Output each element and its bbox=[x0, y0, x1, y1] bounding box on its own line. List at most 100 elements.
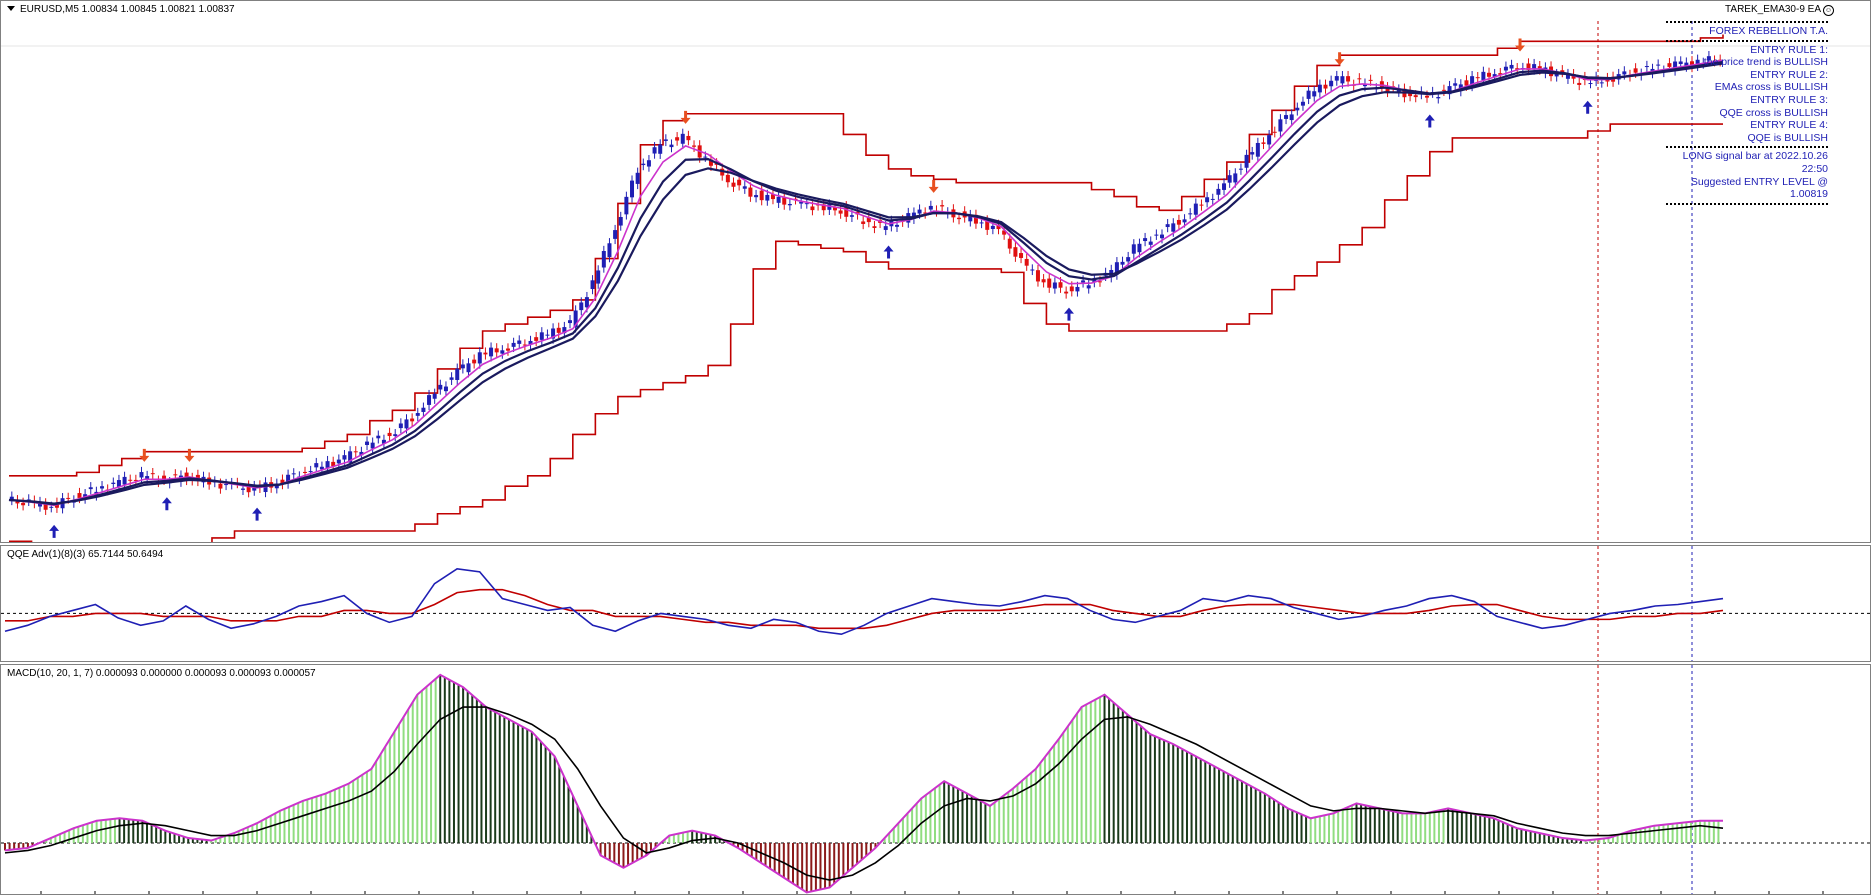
candle-body bbox=[1385, 87, 1390, 92]
qqe-fast-line bbox=[4, 568, 1724, 636]
candle-body bbox=[319, 466, 324, 470]
candle-body bbox=[511, 342, 516, 347]
candle-body bbox=[776, 196, 781, 203]
candle-body bbox=[1210, 198, 1215, 200]
candle-body bbox=[810, 206, 815, 211]
candle-body bbox=[641, 163, 646, 166]
signal-text: LONG signal bar at 2022.10.26 22:50 bbox=[1682, 150, 1828, 175]
candle-body bbox=[173, 474, 178, 476]
price-chart-pane[interactable]: EURUSD,M5 1.00834 1.00845 1.00821 1.0083… bbox=[0, 0, 1871, 543]
candle-body bbox=[1199, 204, 1204, 206]
buy-arrow-icon bbox=[161, 497, 172, 511]
candle-body bbox=[663, 139, 668, 141]
candle-body bbox=[1644, 66, 1649, 68]
buy-arrow-icon bbox=[883, 245, 894, 259]
candle-body bbox=[799, 201, 804, 204]
candle-body bbox=[979, 222, 984, 224]
candle-body bbox=[432, 393, 437, 399]
candle-body bbox=[1148, 241, 1153, 245]
candle-body bbox=[111, 482, 116, 484]
candle-body bbox=[895, 224, 900, 227]
candle-body bbox=[990, 225, 995, 230]
candle-body bbox=[1481, 71, 1486, 81]
candle-body bbox=[184, 472, 189, 480]
candle-body bbox=[646, 160, 651, 167]
candle-body bbox=[150, 473, 155, 475]
candle-body bbox=[770, 194, 775, 200]
candle-body bbox=[1684, 62, 1689, 67]
candle-body bbox=[1289, 114, 1294, 121]
candle-body bbox=[1464, 80, 1469, 86]
candle-body bbox=[308, 471, 313, 473]
expert-advisor-label[interactable]: TAREK_EMA30-9 EA ☺ bbox=[1725, 4, 1834, 16]
candle-body bbox=[1346, 76, 1351, 82]
candle-body bbox=[472, 359, 477, 364]
sell-arrow-icon bbox=[139, 448, 150, 462]
candle-body bbox=[162, 475, 167, 480]
candle-body bbox=[573, 310, 578, 328]
candle-body bbox=[1357, 78, 1362, 80]
macd-chart-svg bbox=[1, 665, 1870, 894]
info-panel: FOREX REBELLION T.A. ENTRY RULE 1: the pr… bbox=[1666, 19, 1828, 207]
candle-body bbox=[365, 441, 370, 445]
candle-body bbox=[477, 352, 482, 364]
candle-body bbox=[1475, 77, 1480, 79]
macd-line bbox=[4, 673, 1723, 894]
candle-body bbox=[1278, 119, 1283, 132]
entry-rule-line: ENTRY RULE 1: bbox=[1750, 43, 1828, 56]
candle-body bbox=[545, 334, 550, 336]
candle-body bbox=[1667, 63, 1672, 67]
candle-body bbox=[1019, 253, 1024, 258]
sell-arrow-icon bbox=[1334, 52, 1345, 66]
candle-body bbox=[590, 280, 595, 290]
candle-body bbox=[844, 206, 849, 217]
dropdown-triangle-icon[interactable] bbox=[7, 6, 15, 11]
candle-body bbox=[787, 204, 792, 206]
qqe-indicator-pane[interactable]: QQE Adv(1)(8)(3) 65.7144 50.6494 bbox=[0, 545, 1871, 662]
candle-body bbox=[325, 461, 330, 468]
candle-body bbox=[630, 180, 635, 198]
candle-body bbox=[1300, 101, 1305, 106]
candle-body bbox=[917, 209, 922, 214]
candle-body bbox=[754, 195, 759, 198]
candle-body bbox=[742, 186, 747, 189]
candle-body bbox=[280, 479, 285, 485]
candle-body bbox=[692, 145, 697, 147]
candle-body bbox=[1272, 131, 1277, 133]
candle-body bbox=[1233, 173, 1238, 183]
candle-body bbox=[1340, 76, 1345, 84]
candle-body bbox=[725, 174, 730, 183]
macd-signal-line bbox=[4, 706, 1724, 881]
candle-body bbox=[765, 194, 770, 201]
candle-body bbox=[737, 179, 742, 186]
candle-body bbox=[455, 368, 460, 380]
candle-body bbox=[252, 486, 257, 491]
candle-body bbox=[1041, 279, 1046, 283]
candle-body bbox=[77, 493, 82, 498]
candle-body bbox=[1656, 64, 1661, 66]
candle-body bbox=[759, 190, 764, 201]
candle-body bbox=[703, 156, 708, 158]
candle-body bbox=[1317, 84, 1322, 93]
macd-indicator-pane[interactable]: MACD(10, 20, 1, 7) 0.000093 0.000000 0.0… bbox=[0, 664, 1871, 895]
sell-arrow-icon bbox=[928, 179, 939, 193]
candle-body bbox=[624, 196, 629, 215]
candle-body bbox=[579, 302, 584, 311]
candle-body bbox=[1689, 61, 1694, 67]
entry-rules-list: ENTRY RULE 1: the price trend is BULLISH E… bbox=[1666, 44, 1828, 145]
candle-body bbox=[996, 224, 1001, 230]
candle-body bbox=[1267, 135, 1272, 145]
candle-body bbox=[15, 500, 20, 504]
candle-body bbox=[1368, 79, 1373, 81]
candle-body bbox=[827, 204, 832, 210]
candle-body bbox=[342, 455, 347, 460]
candle-body bbox=[1047, 278, 1052, 288]
candle-body bbox=[1599, 82, 1604, 84]
candle-body bbox=[1131, 244, 1136, 254]
candle-body bbox=[782, 197, 787, 205]
candle-body bbox=[1064, 291, 1069, 294]
candle-body bbox=[596, 270, 601, 284]
candle-body bbox=[686, 135, 691, 141]
candle-body bbox=[443, 386, 448, 392]
candle-body bbox=[21, 502, 26, 506]
